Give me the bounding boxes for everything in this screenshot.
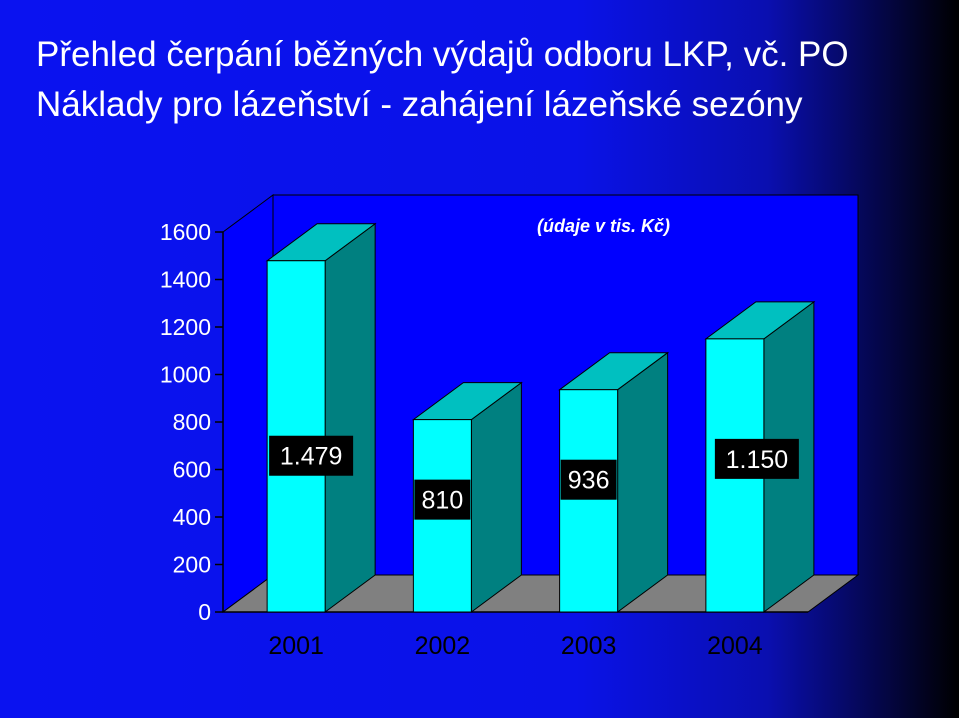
data-label-box [560, 459, 617, 500]
bar [559, 389, 619, 613]
data-label-box [269, 435, 354, 476]
y-tick-label: 1200 [160, 314, 211, 340]
units-annotation: (údaje v tis. Kč) [537, 216, 670, 236]
y-tick-label: 1600 [160, 219, 211, 245]
y-tick-label: 1400 [160, 267, 211, 293]
y-tick-label: 200 [173, 552, 211, 578]
x-tick-label: 2004 [707, 632, 763, 660]
bar-side [617, 351, 669, 613]
x-tick-label: 2001 [268, 632, 324, 660]
data-label: 810 [422, 487, 464, 515]
data-label-box [714, 438, 799, 479]
data-label: 936 [568, 467, 610, 495]
bar-side [324, 222, 376, 613]
title-line-1: Přehled čerpání běžných výdajů odboru LK… [36, 35, 849, 74]
bar-side [470, 381, 522, 613]
y-tick-label: 800 [173, 409, 211, 435]
y-tick-label: 600 [173, 457, 211, 483]
x-tick-label: 2003 [561, 632, 617, 660]
y-tick-label: 1000 [160, 362, 211, 388]
y-tick-label: 0 [198, 599, 211, 625]
x-tick-label: 2002 [415, 632, 471, 660]
data-label: 1.150 [726, 446, 789, 474]
title-line-2: Náklady pro lázeňství - zahájení lázeňsk… [36, 85, 803, 124]
y-tick-label: 400 [173, 504, 211, 530]
data-label: 1.479 [280, 443, 343, 471]
data-label-box [414, 479, 471, 520]
slide-title: Přehled čerpání běžných výdajů odboru LK… [36, 30, 849, 130]
left-wall [222, 194, 274, 613]
